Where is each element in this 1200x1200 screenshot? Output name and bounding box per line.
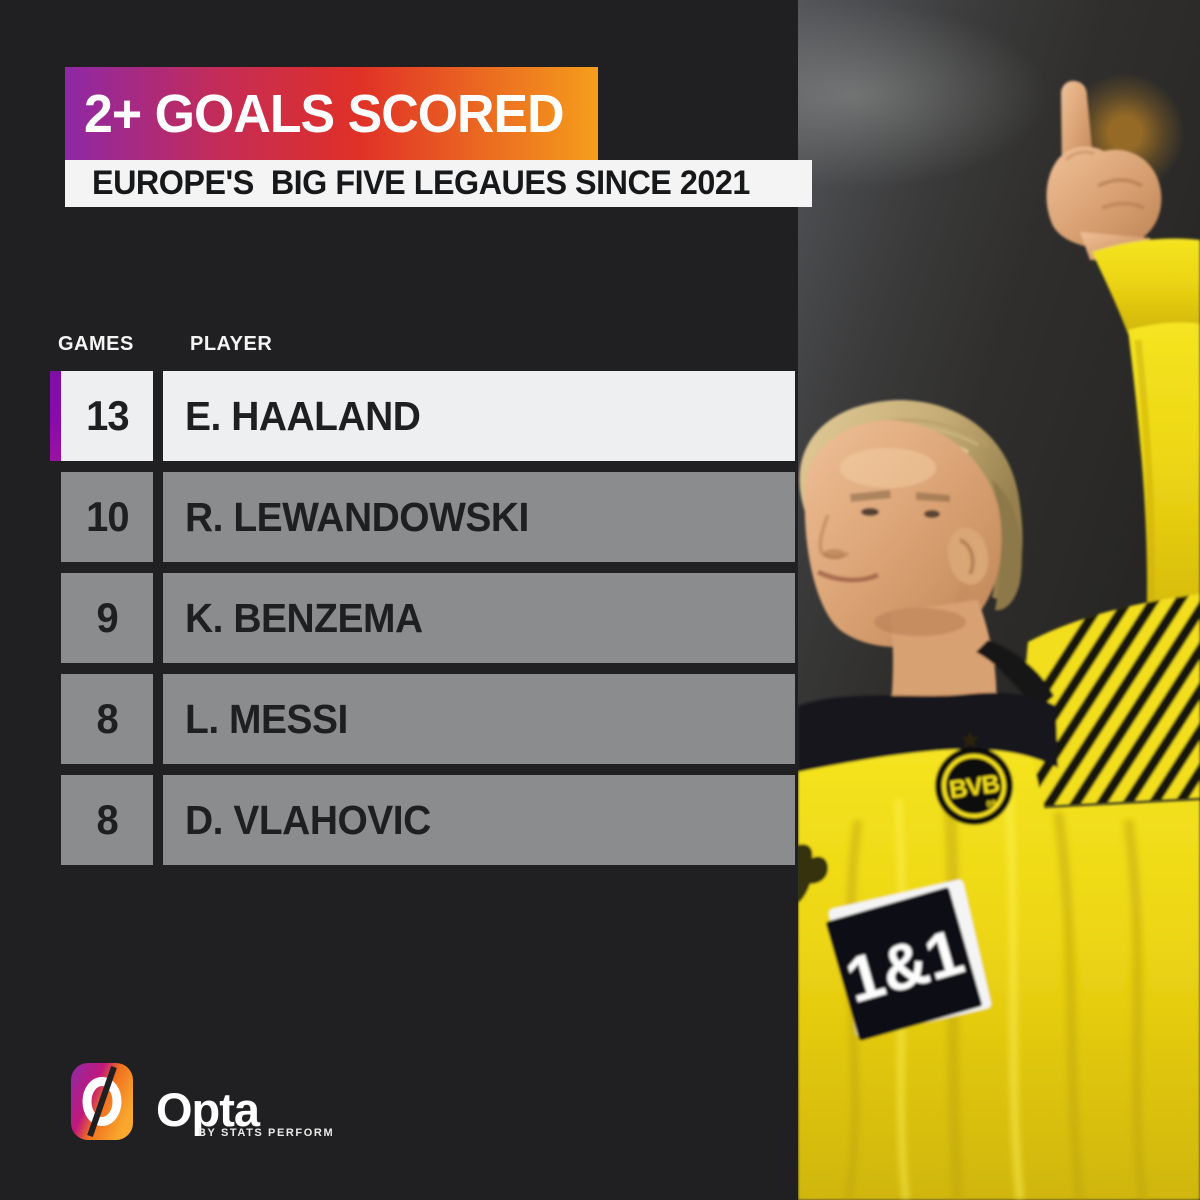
cell-gap [153,472,163,562]
player-photo: BVB 09 1&1 [798,0,1200,1200]
games-value: 13 [85,392,129,439]
games-value: 8 [96,695,118,742]
face [804,420,1002,648]
highlight-accent-bar [50,371,61,461]
raised-arm-sleeve [1092,238,1200,652]
player-cell: L. MESSI [163,674,795,764]
cell-gap [153,674,163,764]
games-cell: 9 [61,573,153,663]
games-cell: 8 [61,674,153,764]
neck [874,600,997,723]
games-value: 9 [96,594,118,641]
haaland-figure: BVB 09 1&1 [798,80,1200,1200]
player-cell: D. VLAHOVIC [163,775,795,865]
player-name: L. MESSI [185,695,348,742]
column-header-games: GAMES [58,333,134,355]
player-cell: E. HAALAND [163,371,795,461]
collar [798,640,1058,772]
accent-bar-spacer [50,573,61,663]
player-name: E. HAALAND [185,392,421,439]
cell-gap [153,573,163,663]
page-subtitle: EUROPE'S BIG FIVE LEGAUES SINCE 2021 [92,164,750,202]
title-banner: 2+ GOALS SCORED [65,67,598,160]
cell-gap [153,371,163,461]
badge-star-icon [961,731,979,748]
table-column-headers: GAMES PLAYER [58,333,798,355]
accent-bar-spacer [50,674,61,764]
opta-tagline: BY STATS PERFORM [198,1127,335,1139]
games-cell: 8 [61,775,153,865]
column-header-player: PLAYER [190,333,273,355]
player-cell: K. BENZEMA [163,573,795,663]
table-row: 8 D. VLAHOVIC [50,775,795,865]
table-row: 9 K. BENZEMA [50,573,795,663]
page-title: 2+ GOALS SCORED [84,83,565,144]
table-row: 8 L. MESSI [50,674,795,764]
games-cell: 13 [61,371,153,461]
svg-text:BVB: BVB [948,770,1001,805]
svg-text:09: 09 [986,798,997,809]
games-value: 10 [85,493,129,540]
bvb-badge: BVB 09 [935,747,1013,825]
puma-logo-icon [798,844,828,903]
subtitle-bar: EUROPE'S BIG FIVE LEGAUES SINCE 2021 [65,160,812,207]
player-name: K. BENZEMA [185,594,423,641]
opta-logo-icon [71,1063,133,1140]
table-row: 13 E. HAALAND [50,371,795,461]
opta-brand: Opta [156,1083,260,1136]
player-cell: R. LEWANDOWSKI [163,472,795,562]
accent-bar-spacer [50,775,61,865]
player-name: D. VLAHOVIC [185,796,431,843]
cell-gap [153,775,163,865]
jersey [798,741,1200,1200]
jersey-sponsor-patch: 1&1 [826,879,992,1041]
pointing-hand [1046,80,1162,249]
stats-table: 13 E. HAALAND 10 R. LEWANDOWSKI 9 K. BEN… [50,371,795,876]
accent-bar-spacer [50,472,61,562]
player-name: R. LEWANDOWSKI [185,493,529,540]
games-cell: 10 [61,472,153,562]
table-row: 10 R. LEWANDOWSKI [50,472,795,562]
games-value: 8 [96,796,118,843]
